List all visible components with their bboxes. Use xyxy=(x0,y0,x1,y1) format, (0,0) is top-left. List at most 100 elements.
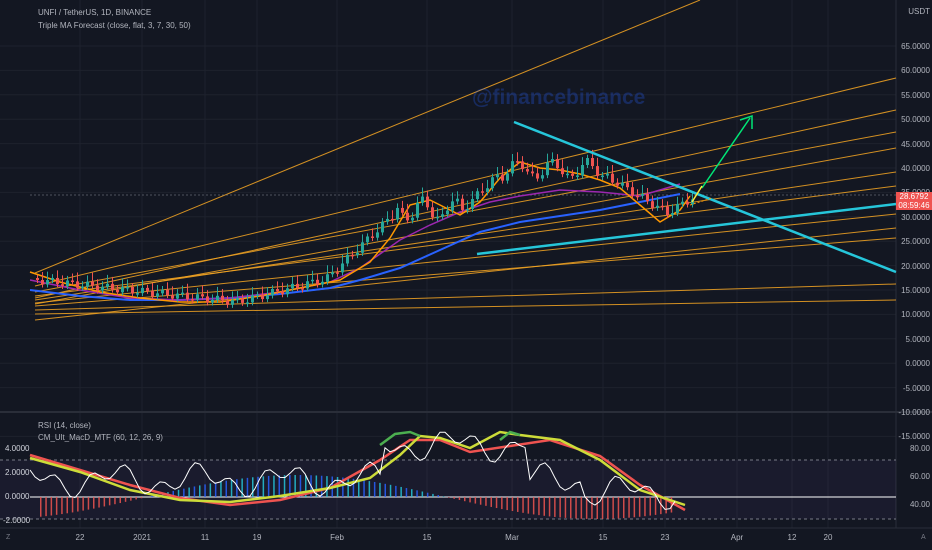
candle-body xyxy=(271,288,274,296)
candle-body xyxy=(176,293,179,299)
price-tick: 25.0000 xyxy=(901,237,930,247)
price-tick: 10.0000 xyxy=(901,310,930,320)
macd-histogram-bar xyxy=(612,497,614,519)
macd-histogram-bar xyxy=(633,497,636,518)
macd-histogram-bar xyxy=(538,497,540,516)
forecast-tick xyxy=(691,185,703,203)
macd-histogram-bar xyxy=(368,481,371,497)
macd-histogram-bar xyxy=(564,497,567,518)
macd-histogram-bar xyxy=(278,475,280,497)
macd-histogram-bar xyxy=(188,487,190,497)
candle-body xyxy=(236,298,239,301)
indicator-title[interactable]: Triple MA Forecast (close, flat, 3, 7, 3… xyxy=(38,21,191,30)
macd-histogram-bar xyxy=(273,475,275,497)
candle-body xyxy=(156,293,159,297)
candle-body xyxy=(591,158,594,167)
macd-histogram-bar xyxy=(93,497,95,509)
macd-histogram-bar xyxy=(82,497,84,511)
candle-body xyxy=(291,283,294,289)
macd-histogram-bar xyxy=(458,497,461,500)
macd-histogram-bar xyxy=(358,479,360,497)
macd-histogram-bar xyxy=(320,475,323,497)
rsi-band xyxy=(0,460,896,519)
macd-histogram-bar xyxy=(103,497,106,507)
candle-body xyxy=(481,191,484,193)
macd-histogram-bar xyxy=(252,477,254,497)
macd-histogram-bar xyxy=(220,481,222,497)
candle-body xyxy=(261,294,264,300)
macd-histogram-bar xyxy=(241,478,243,497)
macd-histogram-bar xyxy=(628,497,630,518)
fan-line xyxy=(34,171,897,301)
macd-histogram-bar xyxy=(50,497,53,516)
candle-body xyxy=(626,182,629,188)
macd-histogram-bar xyxy=(453,497,455,499)
price-tick: -5.0000 xyxy=(902,383,930,393)
candle-body xyxy=(436,216,439,219)
candle-body xyxy=(601,175,604,178)
candle-body xyxy=(586,158,589,165)
time-tick: 2021 xyxy=(133,533,151,542)
candle-body xyxy=(521,161,524,170)
candle-body xyxy=(396,207,399,220)
candle-body xyxy=(321,281,324,285)
rsi-label[interactable]: RSI (14, close) xyxy=(38,421,91,430)
candle-body xyxy=(121,287,124,293)
macd-histogram-bar xyxy=(607,497,609,519)
candle-body xyxy=(376,232,379,238)
macd-histogram-bar xyxy=(108,497,111,506)
candle-body xyxy=(596,166,599,176)
candle-body xyxy=(46,280,49,285)
auto-scale-corner[interactable]: A xyxy=(921,534,926,541)
time-tick: 23 xyxy=(660,533,670,542)
candle-body xyxy=(456,198,459,202)
current-price-badge: 28.6792 xyxy=(896,192,932,201)
macd-histogram-bar xyxy=(623,497,625,519)
candle-body xyxy=(151,290,154,297)
candle-body xyxy=(86,281,89,287)
candle-body xyxy=(41,280,44,285)
candle-body xyxy=(516,161,519,163)
candle-body xyxy=(166,289,169,296)
rsi-tick-80: 80.00 xyxy=(909,444,930,453)
macd-histogram-bar xyxy=(61,497,63,515)
price-unit: USDT xyxy=(908,7,930,16)
bar-countdown-badge: 08:59:46 xyxy=(896,201,932,210)
candle-body xyxy=(66,280,69,286)
candle-body xyxy=(416,202,419,218)
macd-label[interactable]: CM_Ult_MacD_MTF (60, 12, 26, 9) xyxy=(38,433,163,442)
candle-body xyxy=(431,207,434,218)
price-tick: -10.0000 xyxy=(898,408,930,417)
candle-body xyxy=(181,292,184,295)
candle-body xyxy=(256,294,259,297)
timezone-corner[interactable]: Z xyxy=(6,534,11,541)
candle-body xyxy=(546,162,549,176)
macd-histogram-bar xyxy=(416,490,418,497)
rsi-tick-60: 60.00 xyxy=(909,472,930,481)
candle-body xyxy=(311,279,314,282)
macd-histogram-bar xyxy=(262,476,265,497)
macd-histogram-bar xyxy=(638,497,641,517)
candle-body xyxy=(421,196,424,203)
candle-body xyxy=(426,196,429,208)
macd-histogram-bar xyxy=(66,497,68,514)
macd-histogram-bar xyxy=(490,497,492,507)
candle-body xyxy=(61,284,64,286)
macd-histogram-bar xyxy=(660,497,662,515)
candle-body xyxy=(131,286,134,294)
candle-body xyxy=(501,174,504,181)
macd-histogram-bar xyxy=(135,497,137,500)
fan-line xyxy=(34,283,897,311)
macd-histogram-bar xyxy=(654,497,657,515)
macd-histogram-bar xyxy=(384,483,386,497)
macd-histogram-bar xyxy=(432,493,434,497)
candle-body xyxy=(246,302,249,304)
macd-histogram-bar xyxy=(294,475,296,497)
macd-histogram-bar xyxy=(511,497,514,512)
candle-body xyxy=(561,168,564,175)
macd-tick-3: 0.0000 xyxy=(5,492,30,501)
fan-line xyxy=(34,227,897,321)
bar-countdown: 08:59:46 xyxy=(898,201,930,210)
